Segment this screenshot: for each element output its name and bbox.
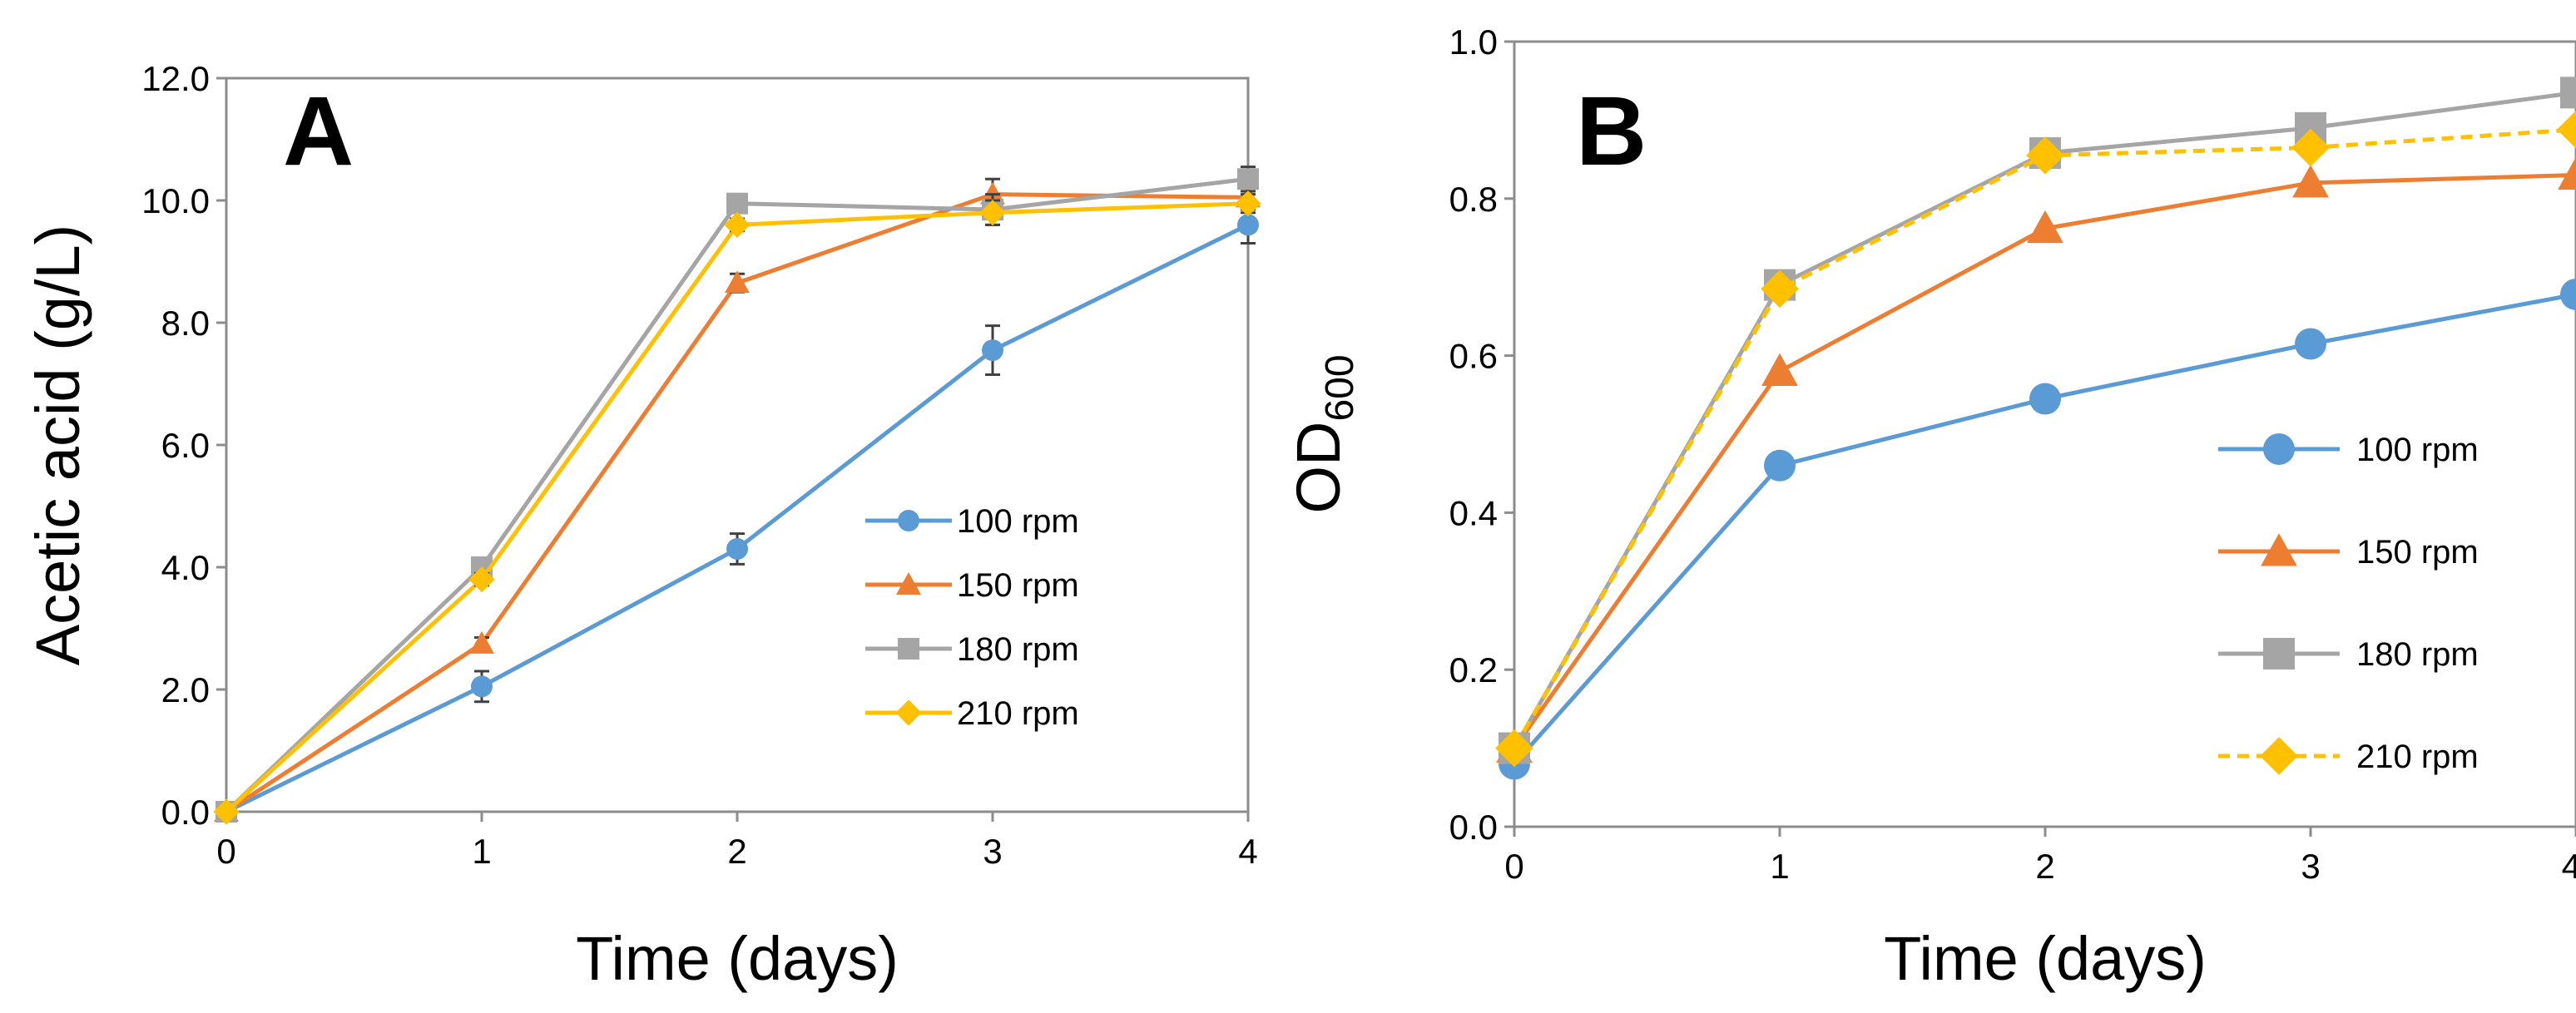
x-axis-title: Time (days)	[1884, 924, 2207, 993]
data-point	[2558, 156, 2576, 190]
legend-marker	[896, 572, 921, 595]
data-point	[2295, 328, 2326, 360]
data-point	[2560, 77, 2576, 109]
data-point	[1761, 353, 1798, 386]
data-point	[726, 537, 748, 560]
x-tick-label: 0	[1504, 847, 1523, 886]
data-point	[1237, 168, 1259, 190]
plot-frame	[225, 77, 1250, 813]
legend-label: 210 rpm	[957, 695, 1079, 732]
y-axis-title: OD600	[1284, 354, 1362, 513]
y-axis-title-main: OD	[1284, 422, 1353, 514]
data-point	[213, 798, 240, 825]
legend-label: 150 rpm	[2356, 534, 2479, 571]
legend-label: 210 rpm	[2356, 739, 2479, 775]
panel-a: 0 1 2 3 4 0.0 2.0 4.0 6.0 8.0 10.0 12.0 Time (days) A…	[23, 59, 1261, 993]
series-100-rpm	[1499, 278, 2576, 780]
y-tick-label: 8.0	[161, 304, 210, 343]
x-axis-title: Time (days)	[576, 924, 899, 993]
y-tick-label: 6.0	[161, 426, 210, 465]
y-tick-label: 12.0	[141, 59, 210, 98]
legend-marker	[2260, 737, 2298, 775]
y-tick-label: 4.0	[161, 548, 210, 587]
y-tick-label: 10.0	[141, 181, 210, 220]
legend-marker	[895, 699, 922, 726]
data-point	[726, 192, 748, 215]
series-line	[225, 201, 1249, 813]
series-210-rpm	[1495, 110, 2576, 768]
legend-marker	[2261, 533, 2297, 566]
legend-marker	[2263, 638, 2295, 670]
data-point	[1495, 729, 1533, 768]
data-point	[469, 630, 494, 654]
legend: 100 rpm 150 rpm 180 rpm 210 rpm	[2218, 432, 2479, 775]
y-axis-title: Acetic acid (g/L)	[23, 225, 92, 666]
y-tick-label: 1.0	[1449, 22, 1498, 62]
legend-label: 180 rpm	[2356, 636, 2479, 673]
y-tick-label: 2.0	[161, 670, 210, 709]
data-point	[471, 675, 493, 698]
data-point	[2557, 110, 2576, 149]
x-tick-label: 0	[216, 832, 235, 871]
panel-label: B	[1576, 77, 1647, 186]
x-tick-label: 3	[2301, 847, 2320, 886]
legend-label: 100 rpm	[957, 503, 1079, 540]
legend-label: 100 rpm	[2356, 432, 2479, 468]
x-tick-label: 4	[2562, 847, 2576, 886]
data-point	[1237, 214, 1259, 236]
panel-label: A	[283, 77, 354, 186]
x-tick-label: 1	[1770, 847, 1789, 886]
data-point	[2292, 165, 2329, 198]
data-point	[1764, 449, 1796, 482]
y-tick-label: 0.2	[1449, 650, 1498, 689]
series-210-rpm	[213, 190, 1261, 825]
y-tick-label: 0.6	[1449, 337, 1498, 376]
series-100-rpm	[215, 205, 1259, 823]
data-point	[982, 339, 1003, 362]
x-tick-label: 1	[472, 832, 491, 871]
series-line	[225, 223, 1250, 814]
data-point	[2026, 136, 2064, 175]
y-tick-label: 0.0	[1449, 808, 1498, 847]
x-tick-label: 2	[2035, 847, 2054, 886]
data-point	[1761, 269, 1799, 309]
y-axis-title-subscript: 600	[1318, 354, 1362, 421]
y-tick-label: 0.4	[1449, 493, 1498, 532]
x-tick-label: 2	[727, 832, 746, 871]
data-point	[725, 270, 750, 294]
legend-label: 180 rpm	[957, 631, 1079, 668]
data-point	[1235, 190, 1261, 217]
data-point	[2291, 128, 2330, 167]
legend-marker	[898, 638, 919, 660]
x-tick-label: 4	[1238, 832, 1257, 871]
data-point	[724, 211, 751, 238]
series-150-rpm	[214, 177, 1261, 822]
data-point	[2027, 210, 2063, 244]
data-point	[2560, 278, 2576, 310]
legend-marker	[898, 510, 919, 531]
y-tick-label: 0.8	[1449, 180, 1498, 219]
data-point	[979, 200, 1006, 226]
legend-label: 150 rpm	[957, 567, 1079, 604]
y-tick-label: 0.0	[161, 793, 210, 832]
data-point	[2029, 383, 2061, 415]
panel-b: 0 1 2 3 4 0.0 0.2 0.4 0.6 0.8 1.0 Time (days) OD600 B…	[1284, 22, 2576, 993]
data-point	[468, 566, 495, 593]
series-line	[1513, 292, 2576, 766]
y-axis-title-main: Acetic acid (g/L)	[23, 225, 92, 666]
series-180-rpm	[215, 166, 1259, 823]
x-tick-label: 3	[983, 832, 1002, 871]
legend: 100 rpm 150 rpm 180 rpm 210 rpm	[865, 503, 1079, 732]
legend-marker	[2263, 433, 2295, 465]
